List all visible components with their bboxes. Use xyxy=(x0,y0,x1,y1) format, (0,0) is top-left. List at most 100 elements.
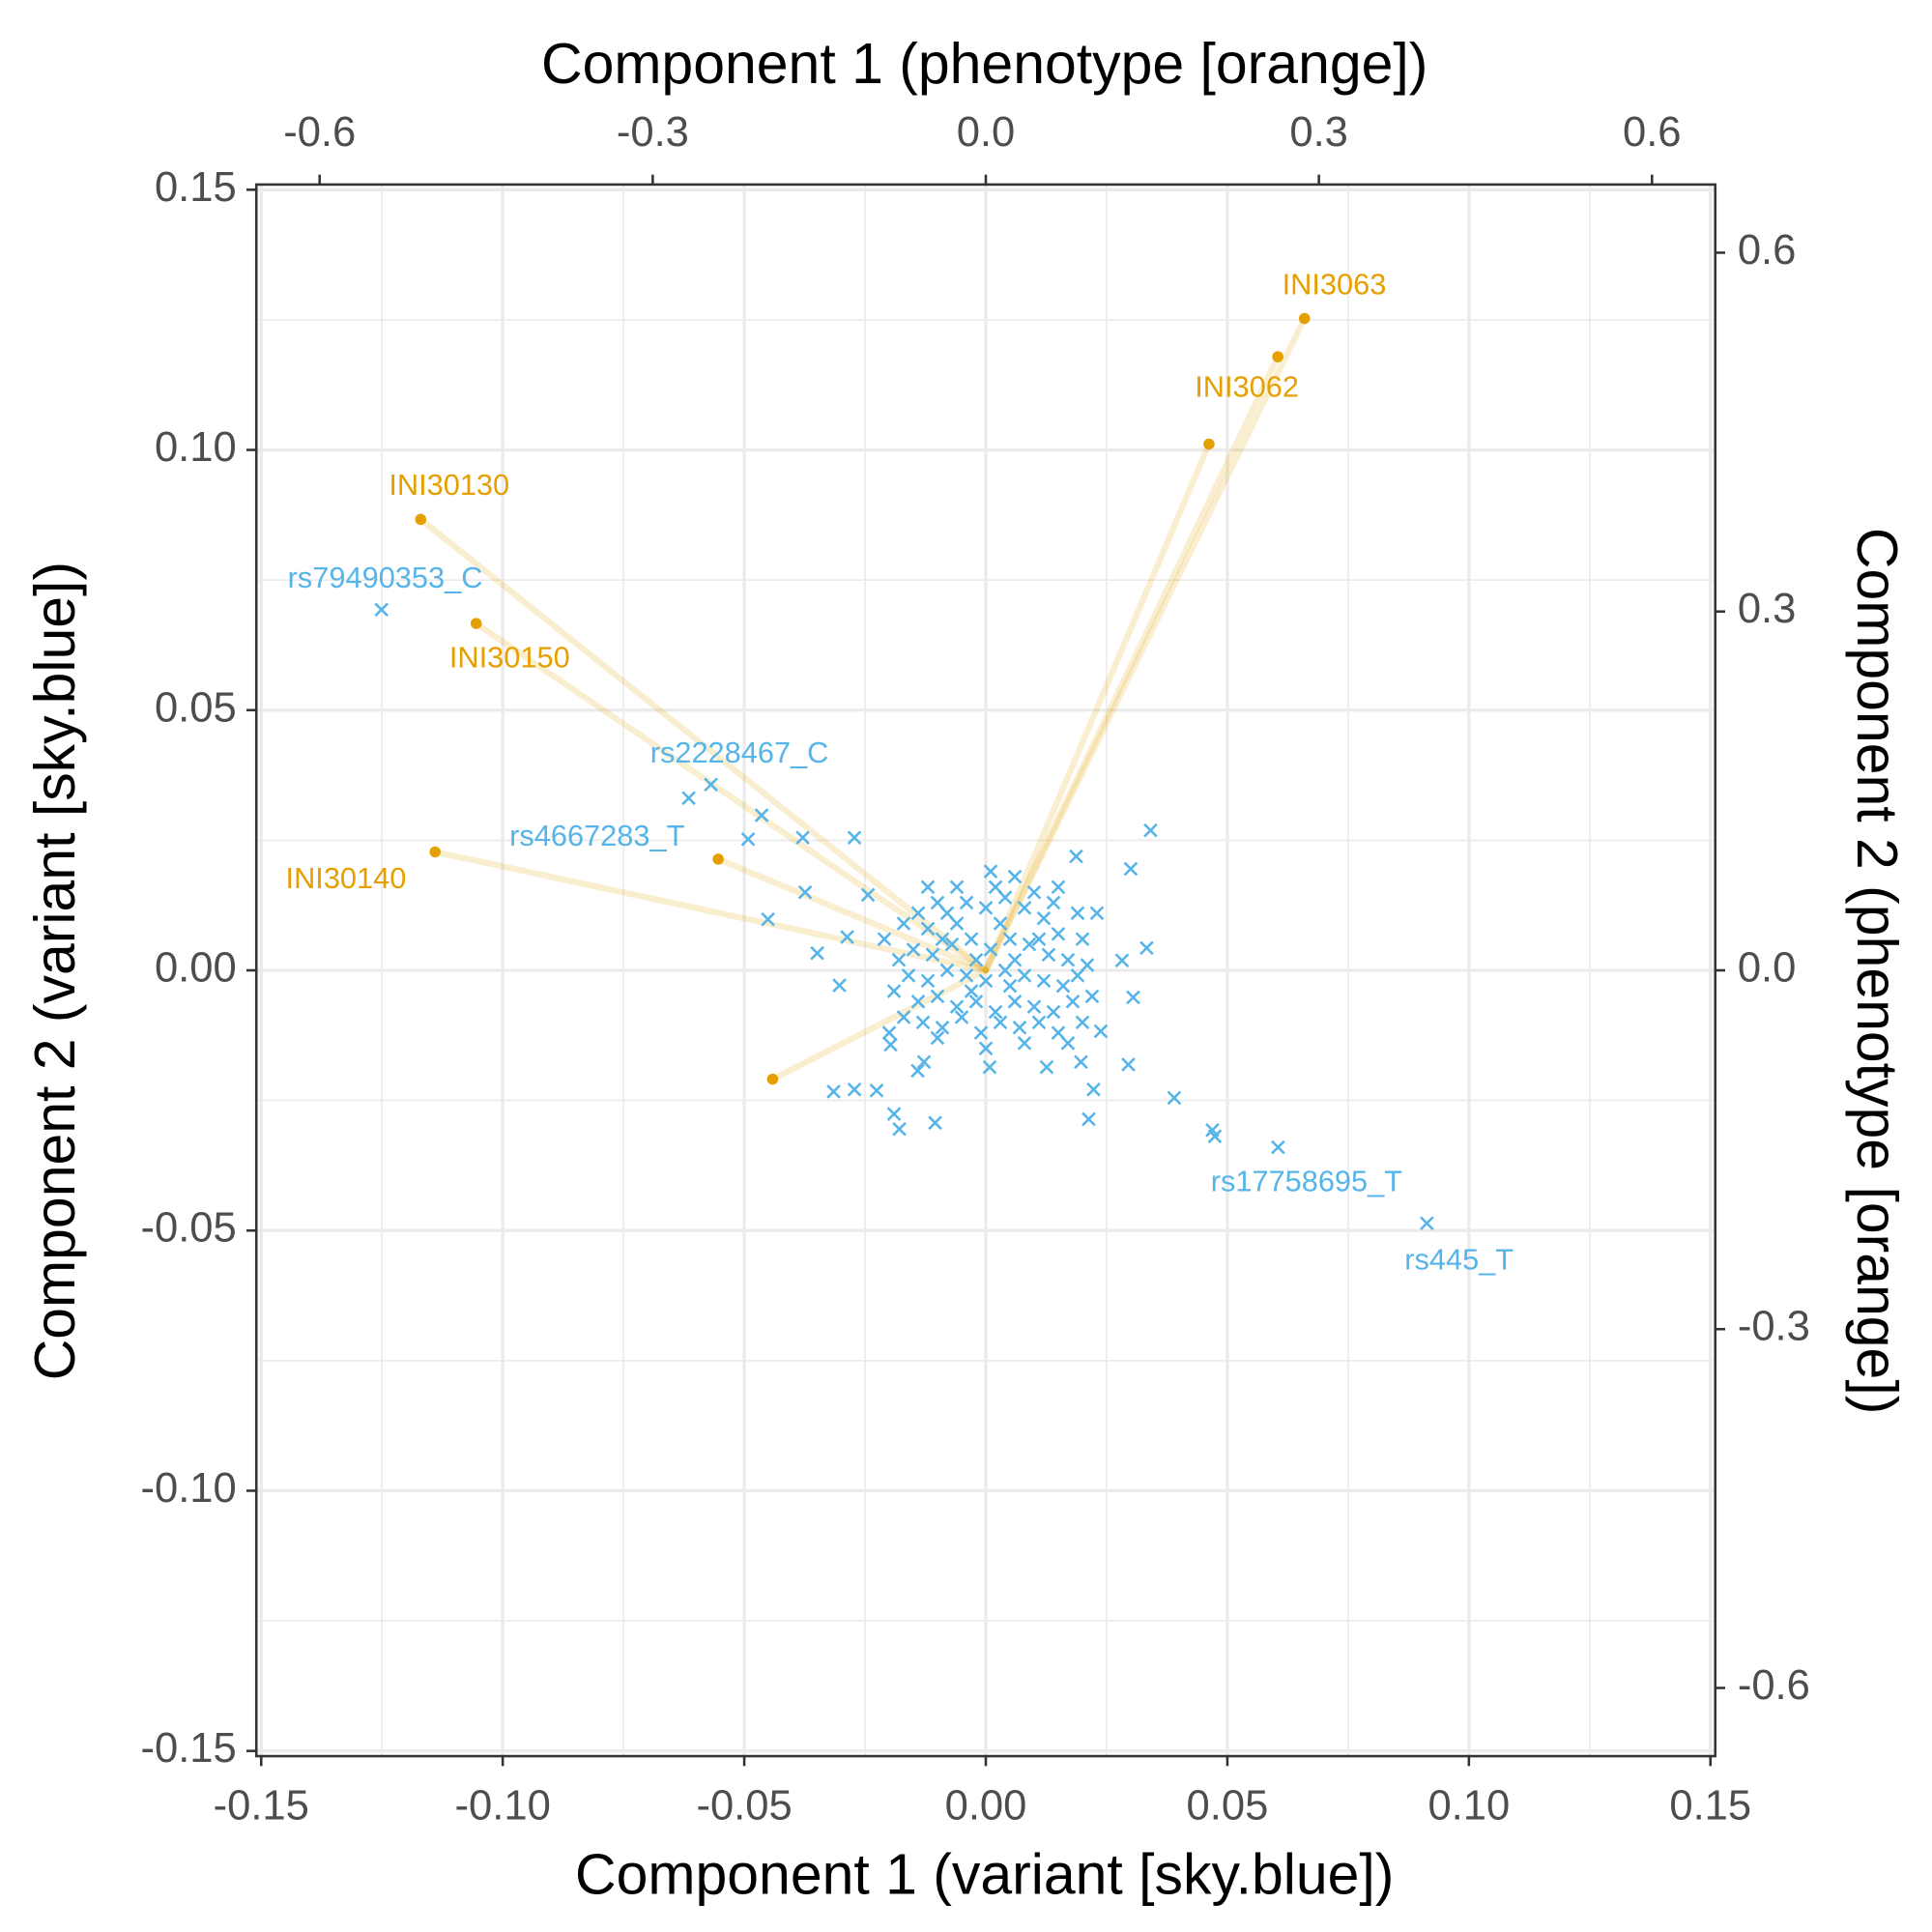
x-stroke xyxy=(1060,952,1076,967)
x2-tick-label: 0.0 xyxy=(957,109,1016,156)
x-stroke xyxy=(1002,932,1018,946)
x-stroke xyxy=(993,1015,1008,1030)
variant-point xyxy=(860,887,876,903)
variant-point xyxy=(935,932,950,946)
x2-tick-label: -0.3 xyxy=(617,109,689,156)
variant-point xyxy=(930,895,945,910)
y2-tick-label: 0.6 xyxy=(1738,227,1797,274)
variant-point xyxy=(740,831,756,847)
loading-vector xyxy=(473,620,990,974)
x-stroke xyxy=(1060,1036,1076,1051)
variant-point xyxy=(916,1054,932,1070)
variant-point xyxy=(1031,1015,1047,1030)
x-stroke xyxy=(1007,952,1023,967)
x-stroke xyxy=(1031,1015,1047,1030)
variant-point xyxy=(901,968,916,983)
x-stroke xyxy=(978,973,994,989)
variant-point xyxy=(896,1010,911,1024)
variant-point xyxy=(983,864,998,879)
variant-point xyxy=(1002,978,1018,994)
x-stroke xyxy=(959,968,974,983)
x-stroke xyxy=(939,906,955,921)
variant-point xyxy=(1069,849,1083,864)
point-label: rs4667283_T xyxy=(509,819,684,852)
variant-point xyxy=(910,906,926,921)
variant-point xyxy=(1026,884,1042,900)
x-stroke xyxy=(920,973,936,989)
x-stroke xyxy=(910,994,926,1009)
phenotype-point xyxy=(1298,312,1311,325)
variant-point xyxy=(832,978,847,993)
x-stroke xyxy=(982,1059,997,1075)
variant-point xyxy=(1167,1090,1182,1106)
variant-point xyxy=(374,602,389,618)
variant-point xyxy=(920,973,936,989)
variant-point xyxy=(681,791,696,806)
variant-point xyxy=(978,1041,994,1056)
variant-point xyxy=(968,994,984,1009)
variant-point xyxy=(704,777,718,793)
x-stroke xyxy=(892,1121,907,1137)
x-stroke xyxy=(925,947,940,963)
x-stroke xyxy=(959,895,974,910)
y-tick-label: -0.10 xyxy=(140,1465,236,1512)
x2-tick-label: 0.6 xyxy=(1623,109,1682,156)
variant-point xyxy=(1060,952,1076,967)
x-stroke xyxy=(983,864,998,879)
y-tick-label: -0.05 xyxy=(140,1205,236,1252)
x-stroke xyxy=(1075,932,1090,946)
x-stroke xyxy=(1036,910,1052,926)
variant-point xyxy=(896,916,911,931)
x-stroke xyxy=(968,952,984,967)
x-stroke xyxy=(374,602,389,618)
x-stroke xyxy=(1007,994,1023,1009)
variant-point xyxy=(1007,952,1023,967)
variant-point xyxy=(840,930,854,944)
x-tick-label: -0.15 xyxy=(214,1782,309,1829)
variant-point xyxy=(1039,1059,1054,1075)
x2-tick-label: -0.6 xyxy=(283,109,356,156)
x-stroke xyxy=(920,921,936,937)
y-tick-label: 0.15 xyxy=(155,164,237,211)
variant-point xyxy=(1075,932,1090,946)
loading-vector xyxy=(432,849,990,974)
x-stroke xyxy=(949,916,965,931)
phenotype-point xyxy=(470,618,482,629)
x-stroke xyxy=(1055,978,1071,994)
x-stroke xyxy=(944,937,960,952)
variant-point xyxy=(1017,1036,1032,1051)
variant-point xyxy=(920,879,936,895)
point-label: INI3062 xyxy=(1195,370,1299,404)
x-stroke xyxy=(1123,861,1139,877)
x-stroke xyxy=(886,984,902,998)
x-stroke xyxy=(896,1010,911,1024)
x2-axis-title: Component 1 (phenotype [orange]) xyxy=(541,33,1427,96)
x-tick-label: 0.10 xyxy=(1427,1782,1510,1829)
variant-point xyxy=(886,1107,902,1121)
x-stroke xyxy=(840,930,854,944)
variant-point xyxy=(1121,1057,1136,1072)
variant-point xyxy=(988,879,1003,895)
point-label: rs79490353_C xyxy=(288,561,483,594)
x-stroke xyxy=(869,1083,884,1098)
variant-point xyxy=(1084,989,1100,1004)
variant-point xyxy=(944,937,960,952)
variant-point xyxy=(1017,901,1032,915)
x-stroke xyxy=(847,1081,862,1097)
point-label: rs445_T xyxy=(1404,1243,1514,1277)
phenotype-point xyxy=(1203,438,1215,450)
variant-point xyxy=(930,1030,945,1046)
x-stroke xyxy=(916,1054,932,1070)
x-stroke xyxy=(891,952,907,967)
x-stroke xyxy=(978,901,994,915)
variant-point xyxy=(1080,958,1095,972)
x-stroke xyxy=(915,1015,931,1030)
variant-point xyxy=(1022,937,1037,952)
variant-point xyxy=(1086,1081,1101,1097)
variant-point xyxy=(910,994,926,1009)
phenotype-point xyxy=(415,513,427,526)
x-stroke xyxy=(1026,999,1042,1014)
variant-point xyxy=(1055,978,1071,994)
variant-point xyxy=(797,884,813,900)
variant-point xyxy=(847,830,862,845)
